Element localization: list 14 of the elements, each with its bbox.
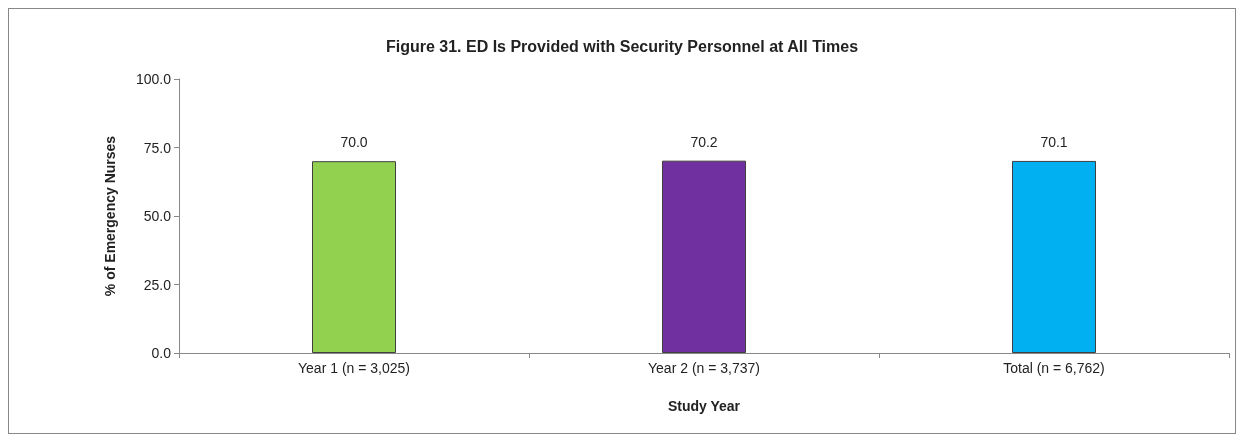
x-tick-label: Year 1 (n = 3,025) [298,360,410,376]
y-tick-label: 100.0 [135,71,172,87]
data-label: 70.1 [1040,133,1068,150]
x-tick-label: Total (n = 6,762) [1003,360,1105,376]
y-tick-label: 25.0 [143,276,172,293]
y-axis-title: % of Emergency Nurses [102,135,118,297]
y-tick-label: 0.0 [151,345,172,361]
x-axis-title: Study Year [667,398,741,414]
y-tick-label: 50.0 [143,208,172,224]
x-tick-label: Year 2 (n = 3,737) [648,360,760,376]
data-label: 70.0 [340,134,368,151]
y-tick-label: 75.0 [143,139,172,156]
chart-title: Figure 31. ED Is Provided with Security Personnel at All Times [385,37,859,55]
data-label: 70.2 [690,133,718,150]
